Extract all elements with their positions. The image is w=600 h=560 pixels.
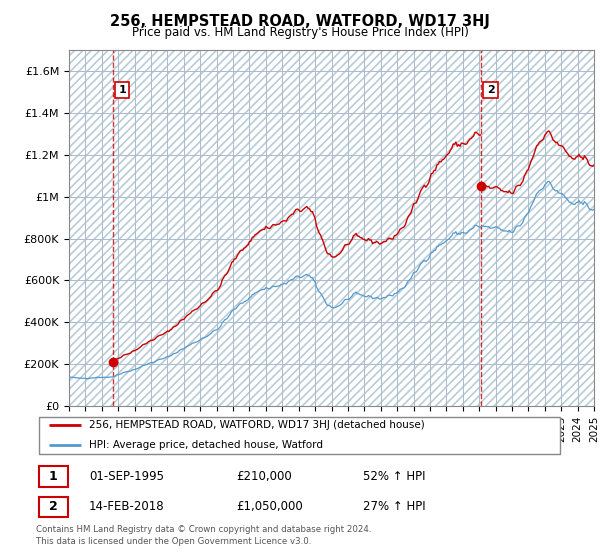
Text: 2: 2	[49, 500, 58, 514]
FancyBboxPatch shape	[38, 417, 560, 454]
Text: 1: 1	[49, 470, 58, 483]
Text: £210,000: £210,000	[236, 470, 292, 483]
Text: 2: 2	[487, 85, 494, 95]
Text: Price paid vs. HM Land Registry's House Price Index (HPI): Price paid vs. HM Land Registry's House …	[131, 26, 469, 39]
Text: 14-FEB-2018: 14-FEB-2018	[89, 500, 164, 514]
Text: 52% ↑ HPI: 52% ↑ HPI	[364, 470, 426, 483]
Text: Contains HM Land Registry data © Crown copyright and database right 2024.
This d: Contains HM Land Registry data © Crown c…	[36, 525, 371, 546]
Text: 256, HEMPSTEAD ROAD, WATFORD, WD17 3HJ (detached house): 256, HEMPSTEAD ROAD, WATFORD, WD17 3HJ (…	[89, 421, 425, 430]
Text: 27% ↑ HPI: 27% ↑ HPI	[364, 500, 426, 514]
FancyBboxPatch shape	[38, 466, 68, 487]
Text: £1,050,000: £1,050,000	[236, 500, 304, 514]
Text: 01-SEP-1995: 01-SEP-1995	[89, 470, 164, 483]
Text: 1: 1	[118, 85, 126, 95]
Text: HPI: Average price, detached house, Watford: HPI: Average price, detached house, Watf…	[89, 441, 323, 450]
FancyBboxPatch shape	[38, 497, 68, 517]
Text: 256, HEMPSTEAD ROAD, WATFORD, WD17 3HJ: 256, HEMPSTEAD ROAD, WATFORD, WD17 3HJ	[110, 14, 490, 29]
